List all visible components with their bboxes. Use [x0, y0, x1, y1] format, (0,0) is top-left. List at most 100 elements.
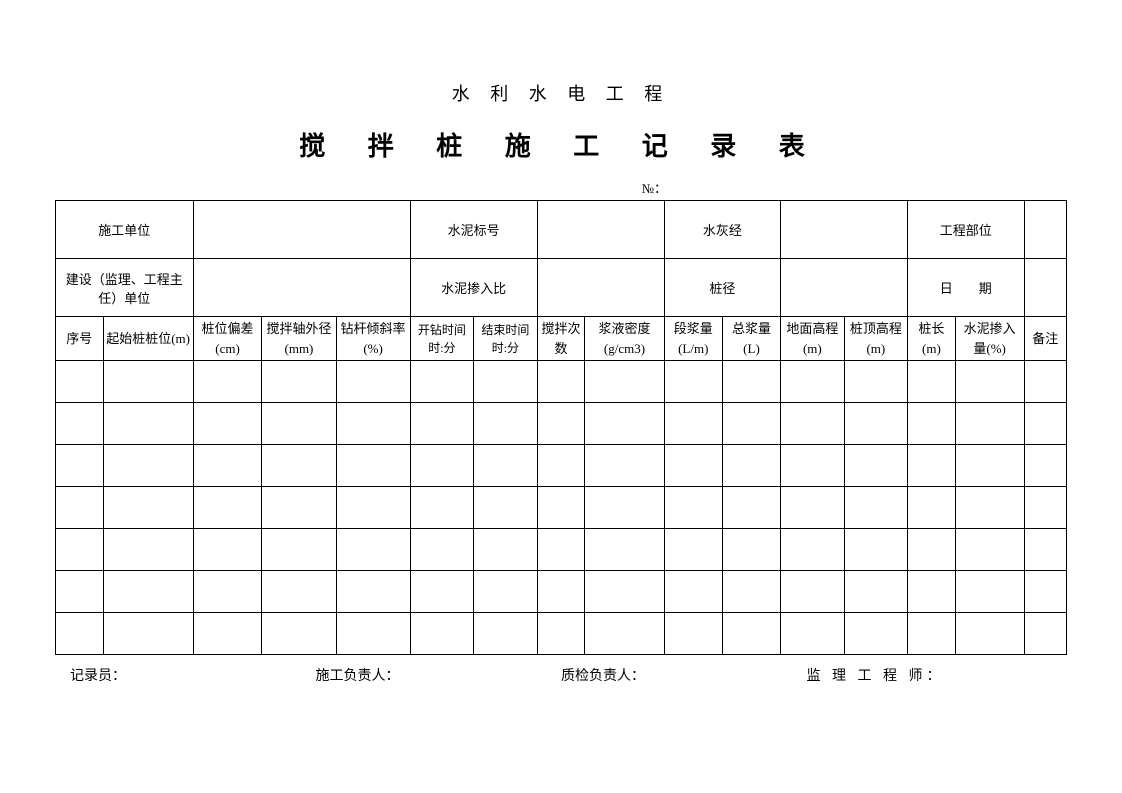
- document-number-label: №：: [55, 178, 1067, 197]
- col-total-slurry: 总浆量(L): [722, 317, 780, 361]
- table-cell: [585, 571, 664, 613]
- table-cell: [722, 529, 780, 571]
- col-start-time: 开钻时间时:分: [410, 317, 474, 361]
- table-cell: [955, 403, 1024, 445]
- table-cell: [585, 445, 664, 487]
- col-remarks: 备注: [1024, 317, 1066, 361]
- sig-recorder: 记录员：: [70, 665, 316, 685]
- col-end-time: 结束时间时:分: [474, 317, 538, 361]
- table-cell: [908, 529, 956, 571]
- table-cell: [193, 571, 262, 613]
- value-date: [1024, 259, 1066, 317]
- table-cell: [955, 613, 1024, 655]
- table-cell: [664, 613, 722, 655]
- table-cell: [664, 487, 722, 529]
- table-cell: [474, 613, 538, 655]
- table-cell: [537, 403, 585, 445]
- table-cell: [955, 529, 1024, 571]
- table-cell: [474, 487, 538, 529]
- table-cell: [908, 487, 956, 529]
- table-row: [56, 445, 1067, 487]
- table-cell: [103, 529, 193, 571]
- table-cell: [664, 445, 722, 487]
- table-cell: [722, 403, 780, 445]
- table-cell: [193, 403, 262, 445]
- table-cell: [844, 571, 908, 613]
- table-cell: [908, 445, 956, 487]
- table-cell: [193, 487, 262, 529]
- label-cement-grade: 水泥标号: [410, 201, 537, 259]
- table-cell: [474, 361, 538, 403]
- label-date: 日 期: [908, 259, 1024, 317]
- col-start-pile-position: 起始桩桩位(m): [103, 317, 193, 361]
- col-drill-incline: 钻杆倾斜率(%): [336, 317, 410, 361]
- table-cell: [103, 613, 193, 655]
- table-cell: [1024, 403, 1066, 445]
- table-cell: [336, 571, 410, 613]
- table-cell: [585, 361, 664, 403]
- value-project-part: [1024, 201, 1066, 259]
- table-cell: [262, 529, 336, 571]
- value-construction-unit: [193, 201, 410, 259]
- table-cell: [537, 613, 585, 655]
- table-cell: [722, 445, 780, 487]
- value-cement-ratio: [537, 259, 664, 317]
- table-cell: [664, 403, 722, 445]
- table-cell: [336, 445, 410, 487]
- sig-construction-lead: 施工负责人：: [316, 665, 562, 685]
- table-cell: [585, 613, 664, 655]
- table-cell: [722, 361, 780, 403]
- table-row: [56, 613, 1067, 655]
- value-water-cement: [781, 201, 908, 259]
- value-supervision-unit: [193, 259, 410, 317]
- col-sequence: 序号: [56, 317, 104, 361]
- table-cell: [103, 487, 193, 529]
- table-cell: [262, 487, 336, 529]
- table-row: [56, 487, 1067, 529]
- table-cell: [664, 361, 722, 403]
- table-cell: [908, 403, 956, 445]
- table-cell: [336, 361, 410, 403]
- table-cell: [844, 445, 908, 487]
- table-cell: [474, 529, 538, 571]
- info-row-1: 施工单位 水泥标号 水灰经 工程部位: [56, 201, 1067, 259]
- table-cell: [410, 361, 474, 403]
- table-cell: [955, 487, 1024, 529]
- table-row: [56, 571, 1067, 613]
- table-cell: [722, 571, 780, 613]
- table-cell: [781, 361, 845, 403]
- sig-quality-lead: 质检负责人：: [561, 665, 807, 685]
- table-cell: [193, 361, 262, 403]
- table-cell: [908, 613, 956, 655]
- table-cell: [336, 529, 410, 571]
- table-cell: [193, 613, 262, 655]
- col-pile-top-elevation: 桩顶高程(m): [844, 317, 908, 361]
- table-cell: [781, 529, 845, 571]
- table-cell: [781, 403, 845, 445]
- sig-supervisor: 监 理 工 程 师：: [807, 665, 1053, 685]
- table-cell: [908, 571, 956, 613]
- table-cell: [56, 613, 104, 655]
- value-cement-grade: [537, 201, 664, 259]
- table-row: [56, 529, 1067, 571]
- table-cell: [1024, 361, 1066, 403]
- record-table: 施工单位 水泥标号 水灰经 工程部位 建设（监理、工程主任）单位 水泥掺入比 桩…: [55, 200, 1067, 655]
- table-cell: [56, 487, 104, 529]
- table-cell: [474, 571, 538, 613]
- col-cement-input: 水泥掺入量(%): [955, 317, 1024, 361]
- table-row: [56, 403, 1067, 445]
- table-cell: [955, 361, 1024, 403]
- col-pile-deviation: 桩位偏差(cm): [193, 317, 262, 361]
- label-cement-ratio: 水泥掺入比: [410, 259, 537, 317]
- table-cell: [664, 529, 722, 571]
- table-cell: [56, 403, 104, 445]
- table-cell: [1024, 571, 1066, 613]
- col-ground-elevation: 地面高程(m): [781, 317, 845, 361]
- col-pile-length: 桩长(m): [908, 317, 956, 361]
- column-header-row: 序号 起始桩桩位(m) 桩位偏差(cm) 搅拌轴外径(mm) 钻杆倾斜率(%) …: [56, 317, 1067, 361]
- table-cell: [537, 487, 585, 529]
- table-cell: [781, 487, 845, 529]
- table-cell: [1024, 487, 1066, 529]
- table-cell: [781, 571, 845, 613]
- label-water-cement: 水灰经: [664, 201, 780, 259]
